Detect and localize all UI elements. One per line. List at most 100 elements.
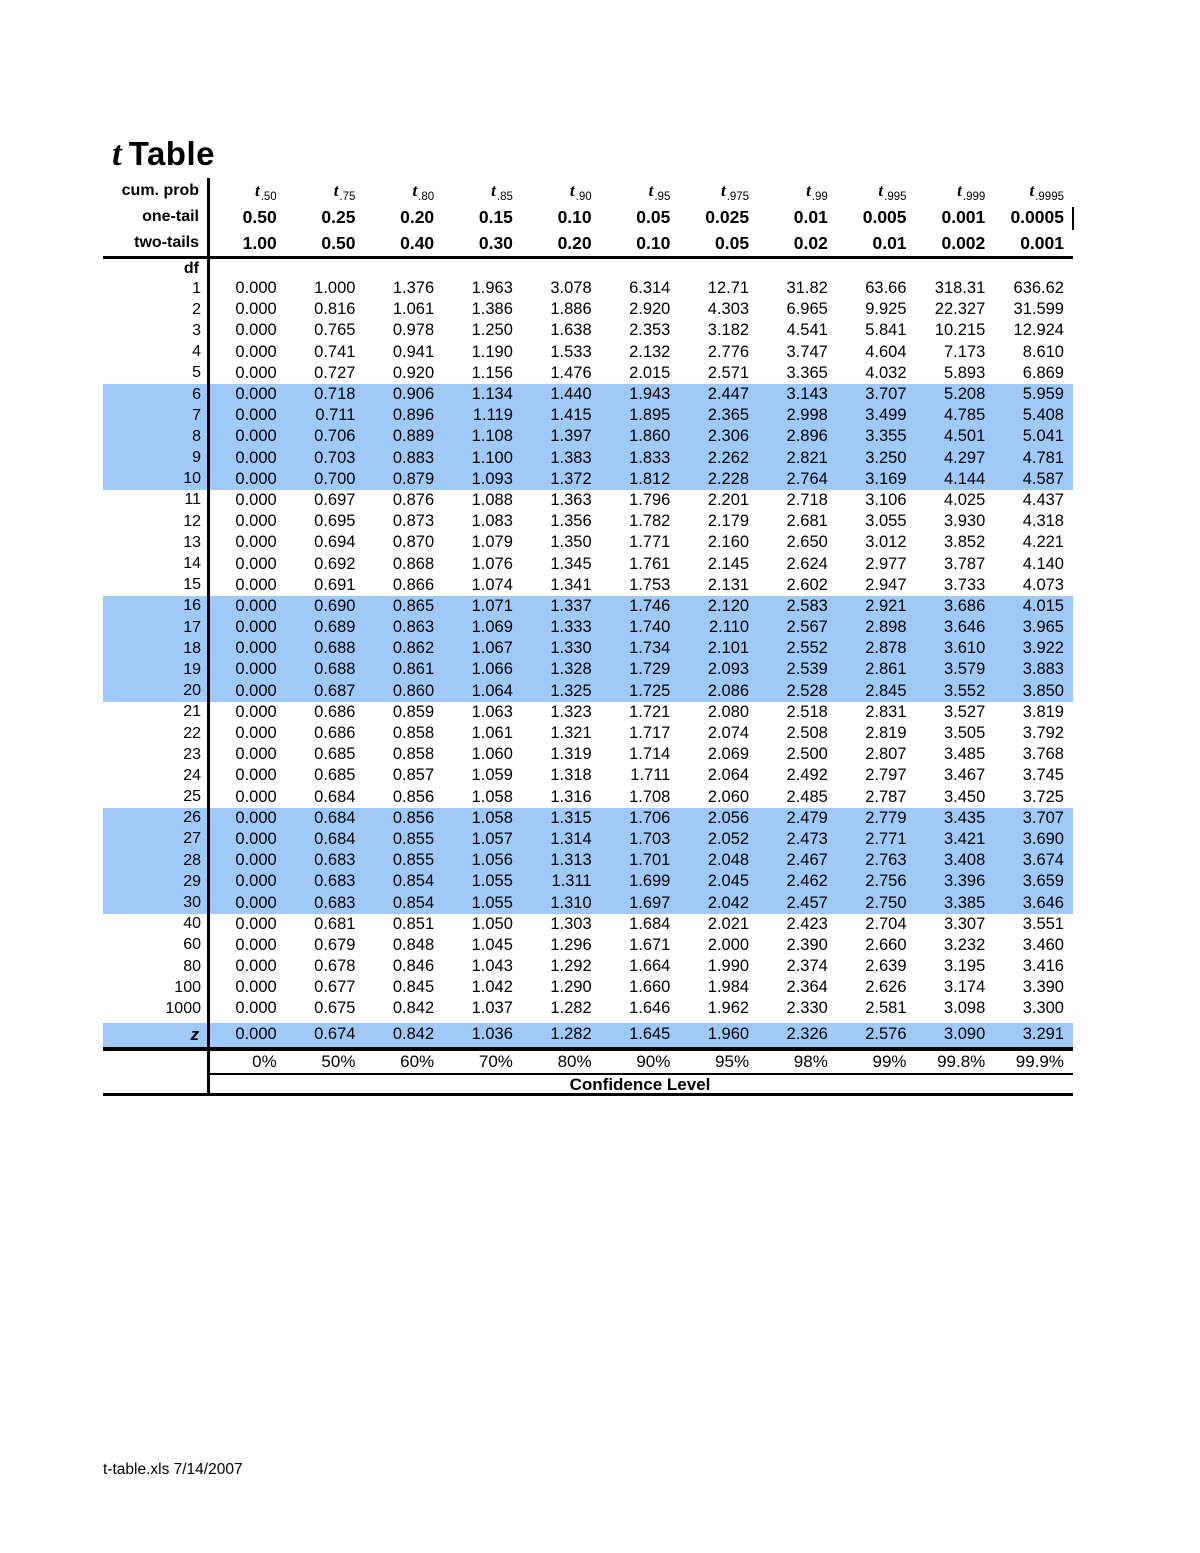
- table-row-df-29: 29 0.000 0.683 0.854 1.055 1.311 1.699 2.045 2.4…: [103, 871, 1073, 893]
- table-body: 1 0.000 1.000 1.376 1.963 3.078 6.314 12.71 31.8…: [103, 278, 1073, 1020]
- t-value-cell: 4.221: [1022, 533, 1064, 552]
- table-row-df-80: 80 0.000 0.678 0.846 1.043 1.292 1.664 1.990 2.3…: [103, 956, 1073, 977]
- t-subscript: .85: [496, 191, 513, 203]
- one-tail-value: 0.025: [705, 206, 750, 227]
- confidence-percent-value: 80%: [557, 1051, 592, 1071]
- t-value-cell: 1.093: [471, 469, 513, 488]
- t-value-cell: 1.350: [550, 533, 592, 552]
- t-value-cell: 1.056: [471, 851, 513, 870]
- t-value-cell: 1.066: [471, 660, 513, 679]
- t-value-cell: 3.182: [707, 321, 750, 340]
- t-value-cell: 4.318: [1022, 512, 1064, 531]
- df-value: 22: [183, 724, 201, 742]
- t-value-cell: 2.704: [865, 914, 907, 933]
- t-value-cell: 1.753: [629, 575, 671, 594]
- t-value-cell: 0.000: [235, 829, 277, 848]
- t-value-cell: 0.860: [392, 681, 435, 700]
- t-value-cell: 1.962: [707, 999, 750, 1018]
- t-value-cell: 2.101: [707, 639, 750, 658]
- t-table: cum. prob t.50 t.75 t.80 t.85 t.90 t.95 t.975 t…: [103, 178, 1074, 1096]
- t-value-cell: 1.356: [550, 512, 592, 531]
- t-value-cell: 1.782: [629, 512, 671, 531]
- t-value-cell: 3.106: [865, 490, 907, 509]
- df-value: 21: [183, 703, 201, 721]
- z-value-cell: 2.576: [865, 1025, 907, 1044]
- t-value-cell: 2.120: [707, 596, 750, 615]
- t-value-cell: 3.499: [865, 406, 907, 425]
- t-value-cell: 0.000: [235, 427, 277, 446]
- t-value-cell: 3.174: [943, 978, 986, 997]
- t-value-cell: 1.303: [550, 914, 592, 933]
- t-header-row: cum. prob t.50 t.75 t.80 t.85 t.90 t.95 t.975 t…: [103, 178, 1073, 204]
- t-value-cell: 3.421: [943, 829, 986, 848]
- t-value-cell: 2.878: [865, 639, 907, 658]
- t-value-cell: 2.898: [865, 618, 907, 637]
- t-value-cell: 2.947: [865, 575, 907, 594]
- t-value-cell: 3.098: [943, 999, 986, 1018]
- t-value-cell: 1.119: [472, 406, 513, 425]
- t-value-cell: 3.527: [943, 702, 986, 721]
- t-value-cell: 0.000: [235, 808, 277, 827]
- t-value-cell: 1.664: [629, 957, 671, 976]
- t-value-cell: 2.583: [786, 596, 828, 615]
- t-value-cell: 2.045: [707, 872, 750, 891]
- t-value-cell: 2.500: [786, 745, 828, 764]
- t-value-cell: 0.876: [392, 490, 435, 509]
- t-value-cell: 0.000: [235, 745, 277, 764]
- df-value: 25: [183, 788, 201, 806]
- t-value-cell: 4.785: [943, 406, 986, 425]
- t-value-cell: 0.000: [235, 342, 277, 361]
- t-value-cell: 3.408: [943, 851, 986, 870]
- t-value-cell: 0.711: [315, 406, 356, 425]
- df-value: 1: [192, 279, 201, 297]
- t-value-cell: 1.059: [471, 766, 513, 785]
- z-row: z 0.000 0.674 0.842 1.036 1.282 1.645 1.960 2.3…: [103, 1022, 1073, 1047]
- t-value-cell: 2.896: [786, 427, 828, 446]
- confidence-percent-value: 98%: [793, 1051, 828, 1071]
- two-tails-value: 0.40: [400, 232, 435, 253]
- t-column-header: t.999: [916, 181, 995, 203]
- two-tails-value: 0.10: [636, 232, 671, 253]
- t-value-cell: 3.195: [943, 957, 986, 976]
- t-value-cell: 1.990: [707, 957, 750, 976]
- df-label: df: [183, 259, 199, 277]
- t-value-cell: 2.779: [865, 808, 907, 827]
- df-value: 1000: [165, 999, 201, 1017]
- t-subscript: .75: [339, 191, 356, 203]
- t-value-cell: 2.539: [786, 660, 828, 679]
- two-tails-value: 0.01: [872, 232, 907, 253]
- confidence-percent-value: 99.9%: [1015, 1051, 1064, 1071]
- t-symbol: t: [648, 181, 654, 200]
- t-value-cell: 0.681: [314, 914, 356, 933]
- df-value: 8: [192, 427, 201, 445]
- t-value-cell: 1.697: [629, 893, 671, 912]
- t-value-cell: 2.485: [786, 787, 828, 806]
- t-value-cell: 1.325: [550, 681, 592, 700]
- page-title: t Table: [112, 134, 215, 174]
- t-value-cell: 0.842: [392, 999, 435, 1018]
- t-value-cell: 0.000: [235, 385, 277, 404]
- t-value-cell: 0.000: [235, 512, 277, 531]
- t-value-cell: 4.144: [943, 469, 986, 488]
- t-value-cell: 4.297: [943, 448, 986, 467]
- t-value-cell: 2.131: [707, 575, 750, 594]
- t-value-cell: 2.462: [786, 872, 828, 891]
- t-value-cell: 2.201: [707, 490, 750, 509]
- t-value-cell: 0.856: [392, 808, 435, 827]
- table-row-df-24: 24 0.000 0.685 0.857 1.059 1.318 1.711 2.064 2.4…: [103, 765, 1073, 786]
- t-value-cell: 0.000: [235, 321, 277, 340]
- t-value-cell: 31.599: [1013, 300, 1064, 319]
- table-row-df-18: 18 0.000 0.688 0.862 1.067 1.330 1.734 2.101 2.5…: [103, 638, 1073, 660]
- two-tails-value: 1.00: [242, 232, 277, 253]
- t-value-cell: 2.179: [707, 512, 750, 531]
- t-value-cell: 2.467: [786, 851, 828, 870]
- t-value-cell: 3.747: [786, 342, 828, 361]
- t-value-cell: 1.386: [471, 300, 513, 319]
- t-value-cell: 0.689: [314, 618, 356, 637]
- t-value-cell: 0.000: [235, 279, 277, 298]
- title-text: Table: [128, 135, 215, 172]
- t-subscript: .975: [726, 191, 750, 203]
- t-value-cell: 3.416: [1022, 957, 1064, 976]
- t-value-cell: 0.727: [314, 363, 356, 382]
- t-value-cell: 3.768: [1022, 745, 1064, 764]
